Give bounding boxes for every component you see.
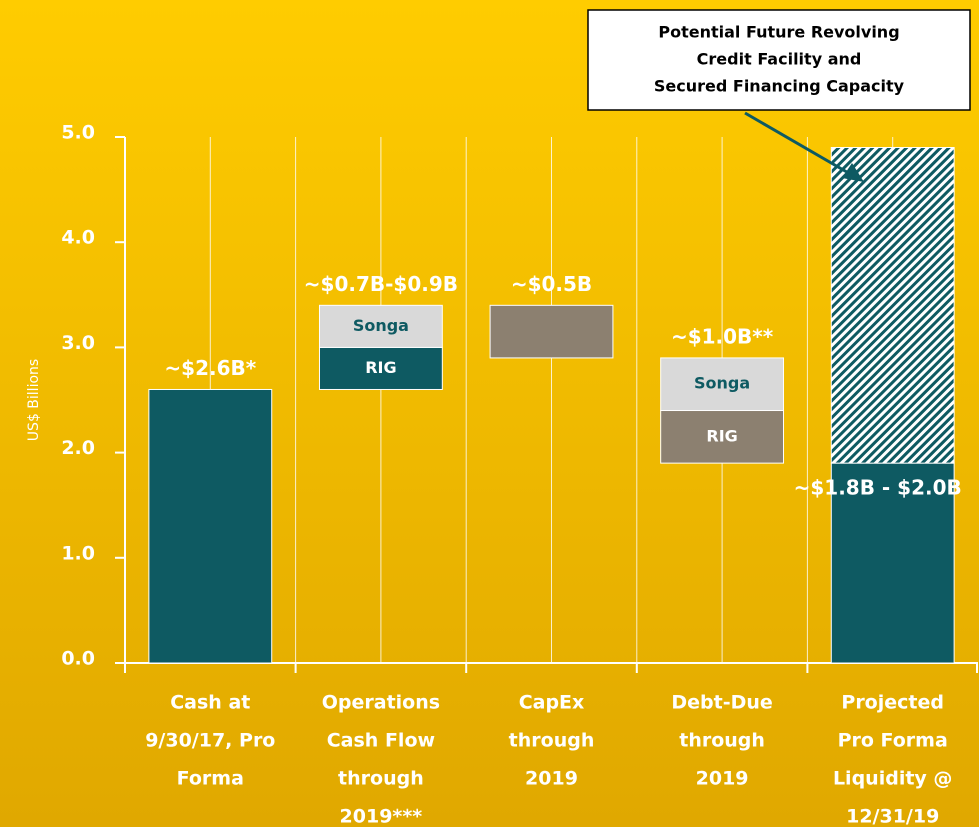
segment-label: RIG (365, 358, 396, 377)
bar-segment (318, 304, 443, 348)
annotation-text: Potential Future Revolving (658, 23, 899, 42)
segment-label: Songa (694, 374, 750, 393)
y-axis-label: US$ Billions (26, 359, 42, 441)
bar-segment (660, 410, 785, 464)
x-tick-label: Liquidity @ (833, 768, 952, 790)
y-tick-label: 1.0 (61, 542, 95, 564)
value-label: ~$2.6B* (164, 356, 256, 380)
value-label: ~$1.0B** (671, 324, 774, 348)
x-tick-label: through (509, 730, 595, 752)
x-tick-label: 2019 (525, 768, 578, 790)
value-label: ~$0.7B-$0.9B (304, 272, 458, 296)
value-label: ~$1.8B - $2.0B (794, 476, 962, 500)
x-tick-label: Cash Flow (327, 730, 435, 752)
x-tick-label: Operations (322, 692, 440, 714)
x-tick-label: 2019*** (340, 806, 423, 827)
x-tick-label: Pro Forma (838, 730, 948, 752)
x-tick-label: 9/30/17, Pro (145, 730, 275, 752)
x-tick-label: Forma (177, 768, 244, 790)
x-tick-label: through (338, 768, 424, 790)
annotation-box (587, 9, 971, 111)
x-tick-label: Debt-Due (671, 692, 772, 714)
x-tick-label: through (679, 730, 765, 752)
segment-label: RIG (706, 426, 737, 445)
bar-segment (148, 388, 273, 664)
value-label: ~$0.5B (511, 272, 592, 296)
y-tick-label: 3.0 (61, 332, 95, 354)
annotation-text: Secured Financing Capacity (654, 77, 905, 96)
y-tick-label: 4.0 (61, 227, 95, 249)
bar-segment (489, 304, 614, 359)
x-tick-label: Cash at (170, 692, 250, 714)
bar-segment (830, 147, 955, 464)
annotation-arrow (744, 111, 853, 177)
x-tick-label: 12/31/19 (846, 806, 939, 827)
annotation-text: Credit Facility and (697, 50, 862, 69)
bar-segment (318, 346, 443, 390)
y-tick-label: 5.0 (61, 122, 95, 144)
bar-segment (830, 462, 955, 664)
x-tick-label: Projected (841, 692, 944, 714)
annotation-arrowhead (842, 163, 864, 182)
y-tick-label: 0.0 (61, 648, 95, 670)
segment-label: Songa (353, 316, 409, 335)
x-tick-label: CapEx (519, 692, 585, 714)
y-tick-label: 2.0 (61, 437, 95, 459)
x-tick-label: 2019 (696, 768, 749, 790)
